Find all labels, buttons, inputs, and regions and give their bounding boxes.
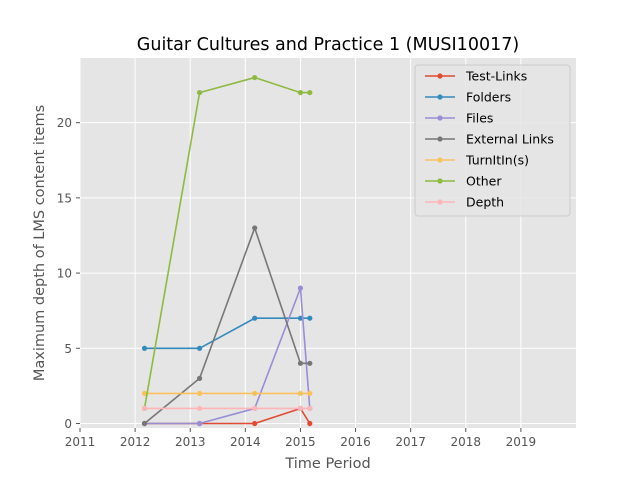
- data-point: [196, 390, 203, 397]
- legend-item: Folders: [425, 90, 511, 105]
- data-point: [307, 390, 313, 397]
- data-point: [252, 315, 258, 321]
- data-point: [252, 405, 258, 412]
- y-tick-label: 0: [64, 417, 72, 431]
- x-tick-label: 2014: [230, 435, 261, 449]
- data-point: [196, 375, 203, 381]
- data-point: [141, 405, 148, 412]
- y-tick-label: 5: [64, 342, 72, 356]
- x-tick-label: 2018: [451, 435, 482, 449]
- legend-label: TurnItIn(s): [465, 153, 529, 168]
- legend-label: Depth: [466, 195, 504, 210]
- legend-item: Test-Links: [425, 69, 527, 84]
- x-tick-label: 2012: [120, 435, 151, 449]
- legend-swatch-marker: [437, 178, 443, 184]
- legend-swatch-marker: [437, 157, 443, 163]
- data-point: [196, 345, 203, 351]
- data-point: [297, 315, 304, 321]
- legend-label: Files: [466, 111, 493, 126]
- legend: Test-Links Folders Files External Links Turn…: [414, 64, 571, 217]
- y-axis-label: Maximum depth of LMS content items: [32, 105, 48, 381]
- series-turnitin-s: [141, 390, 313, 397]
- legend-item: Other: [425, 174, 502, 189]
- data-point: [252, 420, 258, 427]
- legend-label: Folders: [466, 90, 511, 105]
- chart-title: Guitar Cultures and Practice 1 (MUSI1001…: [137, 35, 519, 55]
- data-point: [252, 74, 258, 81]
- data-point: [297, 89, 304, 96]
- data-point: [307, 315, 313, 321]
- series-lines: [141, 74, 313, 427]
- x-axis-ticks: 2011 2012 2013 2014 2015 2016 2017 2018 2019: [65, 428, 536, 449]
- data-point: [196, 405, 203, 412]
- x-axis-label: Time Period: [284, 456, 370, 472]
- data-point: [297, 285, 304, 291]
- legend-label: External Links: [466, 132, 554, 147]
- y-tick-label: 20: [57, 116, 72, 130]
- grid: [79, 58, 576, 428]
- legend-item: TurnItIn(s): [425, 153, 529, 168]
- legend-item: External Links: [425, 132, 554, 147]
- data-point: [307, 89, 313, 96]
- data-point: [297, 390, 304, 397]
- data-point: [307, 420, 313, 427]
- data-point: [307, 405, 313, 412]
- legend-label: Test-Links: [465, 69, 527, 84]
- data-point: [252, 225, 258, 231]
- y-tick-label: 10: [57, 267, 72, 281]
- data-point: [297, 405, 304, 412]
- data-point: [141, 345, 148, 351]
- x-tick-label: 2019: [506, 435, 537, 449]
- data-point: [196, 420, 203, 427]
- legend-swatch-marker: [437, 73, 443, 79]
- legend-swatch-marker: [437, 199, 443, 205]
- x-tick-label: 2013: [175, 435, 206, 449]
- x-tick-label: 2015: [285, 435, 316, 449]
- legend-item: Files: [425, 111, 493, 126]
- legend-frame: [414, 64, 571, 217]
- x-tick-label: 2011: [65, 435, 96, 449]
- data-point: [141, 390, 148, 397]
- legend-swatch-marker: [437, 136, 443, 142]
- data-point: [196, 89, 203, 96]
- y-tick-label: 15: [57, 191, 72, 205]
- legend-swatch-marker: [437, 115, 443, 121]
- x-tick-label: 2016: [340, 435, 371, 449]
- data-point: [297, 360, 304, 366]
- legend-swatch-marker: [437, 94, 443, 100]
- data-point: [252, 390, 258, 397]
- x-tick-label: 2017: [395, 435, 426, 449]
- y-axis-ticks: 0 5 10 15 20: [57, 116, 80, 431]
- legend-label: Other: [466, 174, 502, 189]
- data-point: [141, 420, 148, 427]
- data-point: [307, 360, 313, 366]
- series-depth: [141, 405, 313, 412]
- legend-item: Depth: [425, 195, 504, 210]
